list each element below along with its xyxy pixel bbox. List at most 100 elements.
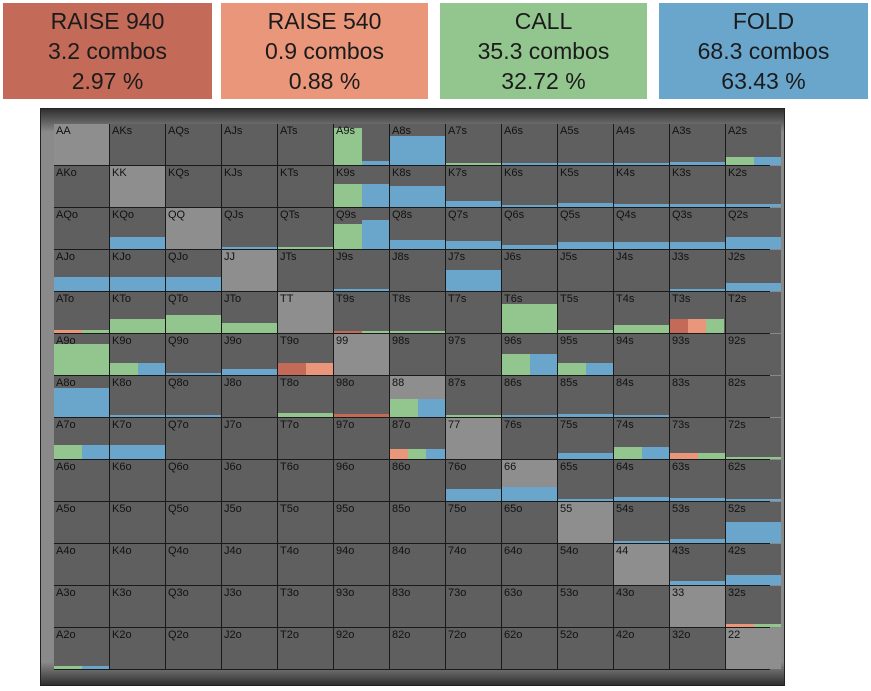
hand-cell-q8s[interactable]: Q8s (390, 208, 445, 249)
hand-cell-74o[interactable]: 74o (446, 544, 501, 585)
hand-cell-52s[interactable]: 52s (726, 502, 781, 543)
hand-cell-63o[interactable]: 63o (502, 586, 557, 627)
hand-cell-a9o[interactable]: A9o (54, 334, 109, 375)
hand-cell-j8o[interactable]: J8o (222, 376, 277, 417)
hand-cell-q7s[interactable]: Q7s (446, 208, 501, 249)
hand-cell-62o[interactable]: 62o (502, 628, 557, 669)
hand-cell-a2o[interactable]: A2o (54, 628, 109, 669)
hand-cell-82s[interactable]: 82s (726, 376, 781, 417)
hand-cell-t5o[interactable]: T5o (278, 502, 333, 543)
hand-cell-k5s[interactable]: K5s (558, 166, 613, 207)
hand-cell-q5s[interactable]: Q5s (558, 208, 613, 249)
hand-cell-j4s[interactable]: J4s (614, 250, 669, 291)
hand-cell-j6o[interactable]: J6o (222, 460, 277, 501)
hand-cell-tt[interactable]: TT (278, 292, 333, 333)
hand-cell-t8s[interactable]: T8s (390, 292, 445, 333)
call-summary[interactable]: CALL 35.3 combos 32.72 % (440, 3, 647, 99)
hand-cell-j4o[interactable]: J4o (222, 544, 277, 585)
raise-940-summary[interactable]: RAISE 940 3.2 combos 2.97 % (3, 3, 212, 99)
hand-cell-75s[interactable]: 75s (558, 418, 613, 459)
hand-cell-77[interactable]: 77 (446, 418, 501, 459)
hand-cell-t9o[interactable]: T9o (278, 334, 333, 375)
hand-cell-32o[interactable]: 32o (670, 628, 725, 669)
hand-cell-86o[interactable]: 86o (390, 460, 445, 501)
hand-cell-a8o[interactable]: A8o (54, 376, 109, 417)
hand-cell-64o[interactable]: 64o (502, 544, 557, 585)
hand-cell-q2o[interactable]: Q2o (166, 628, 221, 669)
hand-cell-42o[interactable]: 42o (614, 628, 669, 669)
hand-cell-jj[interactable]: JJ (222, 250, 277, 291)
hand-cell-ato[interactable]: ATo (54, 292, 109, 333)
hand-cell-a4s[interactable]: A4s (614, 124, 669, 165)
hand-cell-85o[interactable]: 85o (390, 502, 445, 543)
hand-cell-73s[interactable]: 73s (670, 418, 725, 459)
hand-cell-43s[interactable]: 43s (670, 544, 725, 585)
hand-cell-94s[interactable]: 94s (614, 334, 669, 375)
hand-cell-a2s[interactable]: A2s (726, 124, 781, 165)
hand-cell-98s[interactable]: 98s (390, 334, 445, 375)
hand-cell-j5o[interactable]: J5o (222, 502, 277, 543)
hand-cell-j7s[interactable]: J7s (446, 250, 501, 291)
hand-cell-k4s[interactable]: K4s (614, 166, 669, 207)
hand-cell-87s[interactable]: 87s (446, 376, 501, 417)
hand-cell-kqo[interactable]: KQo (110, 208, 165, 249)
hand-cell-42s[interactable]: 42s (726, 544, 781, 585)
hand-cell-q8o[interactable]: Q8o (166, 376, 221, 417)
hand-cell-33[interactable]: 33 (670, 586, 725, 627)
hand-cell-k3s[interactable]: K3s (670, 166, 725, 207)
hand-cell-t4s[interactable]: T4s (614, 292, 669, 333)
hand-cell-t9s[interactable]: T9s (334, 292, 389, 333)
hand-cell-83o[interactable]: 83o (390, 586, 445, 627)
hand-cell-t2o[interactable]: T2o (278, 628, 333, 669)
hand-cell-92o[interactable]: 92o (334, 628, 389, 669)
hand-cell-qq[interactable]: QQ (166, 208, 221, 249)
raise-540-summary[interactable]: RAISE 540 0.9 combos 0.88 % (221, 3, 428, 99)
hand-cell-82o[interactable]: 82o (390, 628, 445, 669)
hand-cell-t3o[interactable]: T3o (278, 586, 333, 627)
hand-cell-k6s[interactable]: K6s (502, 166, 557, 207)
hand-cell-aa[interactable]: AA (54, 124, 109, 165)
hand-cell-j9s[interactable]: J9s (334, 250, 389, 291)
hand-cell-q3o[interactable]: Q3o (166, 586, 221, 627)
hand-cell-q6s[interactable]: Q6s (502, 208, 557, 249)
hand-cell-t5s[interactable]: T5s (558, 292, 613, 333)
hand-cell-a4o[interactable]: A4o (54, 544, 109, 585)
hand-cell-t8o[interactable]: T8o (278, 376, 333, 417)
hand-cell-84s[interactable]: 84s (614, 376, 669, 417)
hand-cell-64s[interactable]: 64s (614, 460, 669, 501)
hand-cell-t6s[interactable]: T6s (502, 292, 557, 333)
hand-cell-t4o[interactable]: T4o (278, 544, 333, 585)
hand-cell-43o[interactable]: 43o (614, 586, 669, 627)
hand-cell-52o[interactable]: 52o (558, 628, 613, 669)
hand-cell-aqo[interactable]: AQo (54, 208, 109, 249)
hand-cell-a6o[interactable]: A6o (54, 460, 109, 501)
hand-cell-97s[interactable]: 97s (446, 334, 501, 375)
hand-cell-87o[interactable]: 87o (390, 418, 445, 459)
hand-cell-k7o[interactable]: K7o (110, 418, 165, 459)
hand-cell-44[interactable]: 44 (614, 544, 669, 585)
hand-cell-q4s[interactable]: Q4s (614, 208, 669, 249)
hand-cell-kjo[interactable]: KJo (110, 250, 165, 291)
hand-cell-66[interactable]: 66 (502, 460, 557, 501)
hand-cell-j3s[interactable]: J3s (670, 250, 725, 291)
hand-cell-q3s[interactable]: Q3s (670, 208, 725, 249)
hand-cell-ajs[interactable]: AJs (222, 124, 277, 165)
hand-cell-75o[interactable]: 75o (446, 502, 501, 543)
hand-cell-93o[interactable]: 93o (334, 586, 389, 627)
hand-cell-k9s[interactable]: K9s (334, 166, 389, 207)
hand-cell-54o[interactable]: 54o (558, 544, 613, 585)
hand-cell-qjs[interactable]: QJs (222, 208, 277, 249)
hand-cell-a8s[interactable]: A8s (390, 124, 445, 165)
hand-cell-94o[interactable]: 94o (334, 544, 389, 585)
hand-cell-t3s[interactable]: T3s (670, 292, 725, 333)
hand-cell-96o[interactable]: 96o (334, 460, 389, 501)
hand-cell-kk[interactable]: KK (110, 166, 165, 207)
hand-cell-a3s[interactable]: A3s (670, 124, 725, 165)
hand-cell-k9o[interactable]: K9o (110, 334, 165, 375)
hand-cell-99[interactable]: 99 (334, 334, 389, 375)
hand-cell-62s[interactable]: 62s (726, 460, 781, 501)
hand-cell-22[interactable]: 22 (726, 628, 781, 669)
hand-cell-a6s[interactable]: A6s (502, 124, 557, 165)
hand-cell-kjs[interactable]: KJs (222, 166, 277, 207)
hand-cell-ats[interactable]: ATs (278, 124, 333, 165)
